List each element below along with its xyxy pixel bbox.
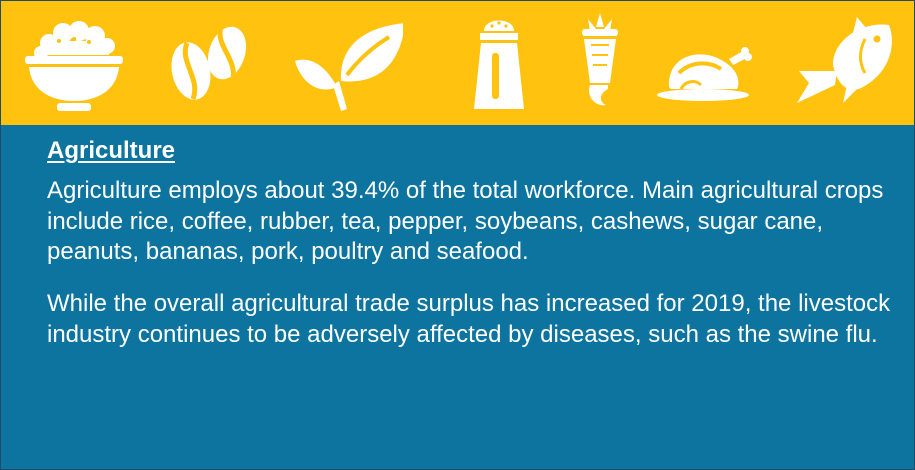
pepper-shaker-icon bbox=[444, 9, 554, 117]
fish-icon bbox=[793, 9, 903, 117]
section-heading: Agriculture bbox=[47, 137, 176, 164]
trade-surplus-paragraph: While the overall agricultural trade sur… bbox=[47, 290, 891, 348]
icon-banner bbox=[1, 1, 914, 125]
cashew-icon bbox=[546, 9, 656, 117]
roast-poultry-icon bbox=[649, 9, 759, 117]
workforce-paragraph: Agriculture employs about 39.4% of the t… bbox=[47, 177, 884, 265]
coffee-bean-icon bbox=[153, 9, 263, 117]
leaf-icon bbox=[293, 9, 403, 117]
content-panel: Agriculture Agriculture employs about 39… bbox=[1, 125, 914, 469]
rice-bowl-icon bbox=[19, 9, 129, 117]
